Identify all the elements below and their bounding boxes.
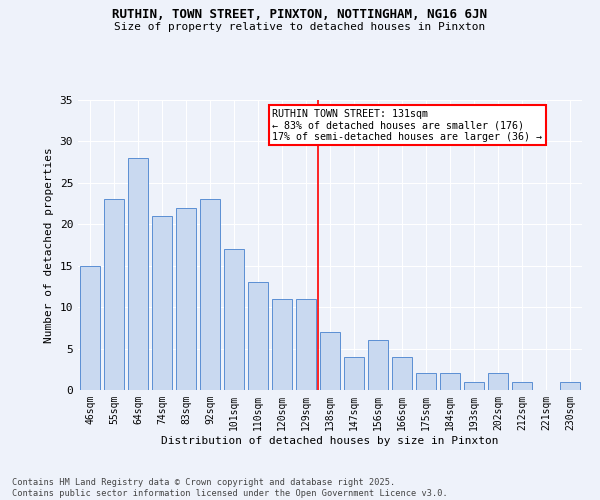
Bar — [368, 340, 388, 390]
Bar — [296, 299, 316, 390]
Text: Size of property relative to detached houses in Pinxton: Size of property relative to detached ho… — [115, 22, 485, 32]
Bar — [176, 208, 196, 390]
Bar — [320, 332, 340, 390]
Bar — [344, 357, 364, 390]
Text: Contains HM Land Registry data © Crown copyright and database right 2025.
Contai: Contains HM Land Registry data © Crown c… — [12, 478, 448, 498]
Bar — [152, 216, 172, 390]
Y-axis label: Number of detached properties: Number of detached properties — [44, 147, 54, 343]
Text: RUTHIN TOWN STREET: 131sqm
← 83% of detached houses are smaller (176)
17% of sem: RUTHIN TOWN STREET: 131sqm ← 83% of deta… — [272, 108, 542, 142]
Bar — [488, 374, 508, 390]
Bar — [128, 158, 148, 390]
Bar — [248, 282, 268, 390]
Bar — [440, 374, 460, 390]
X-axis label: Distribution of detached houses by size in Pinxton: Distribution of detached houses by size … — [161, 436, 499, 446]
Bar — [80, 266, 100, 390]
Bar — [512, 382, 532, 390]
Bar — [272, 299, 292, 390]
Bar — [416, 374, 436, 390]
Bar — [224, 249, 244, 390]
Bar — [392, 357, 412, 390]
Bar — [104, 200, 124, 390]
Bar — [560, 382, 580, 390]
Bar — [464, 382, 484, 390]
Text: RUTHIN, TOWN STREET, PINXTON, NOTTINGHAM, NG16 6JN: RUTHIN, TOWN STREET, PINXTON, NOTTINGHAM… — [113, 8, 487, 20]
Bar — [200, 200, 220, 390]
